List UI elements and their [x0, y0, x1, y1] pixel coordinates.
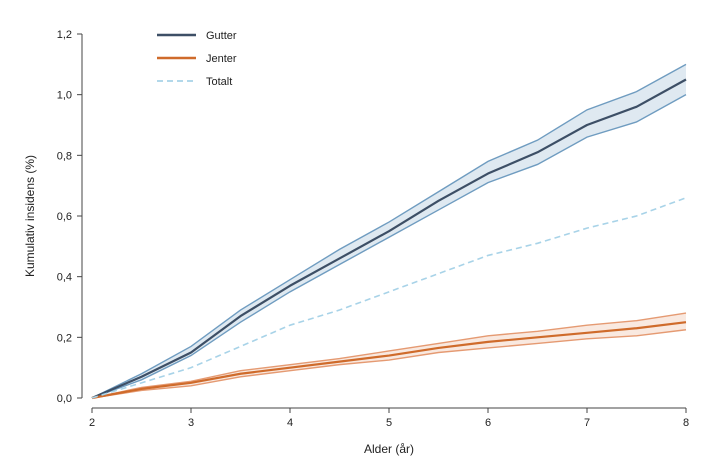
- x-tick-label: 2: [89, 417, 95, 429]
- band-upper-gutter: [91, 63, 687, 399]
- y-tick-label: 0,8: [57, 150, 72, 162]
- y-tick-label: 0,6: [57, 211, 72, 223]
- y-axis-ticks: 0,0 0,2 0,4 0,6 0,8 1,0 1,2: [57, 29, 82, 405]
- series-line-jenter: [91, 321, 687, 400]
- y-tick-label: 1,0: [57, 90, 72, 102]
- x-tick-label: 3: [188, 417, 194, 429]
- band-lower-gutter: [91, 94, 687, 399]
- y-tick-label: 0,0: [57, 393, 72, 405]
- x-tick-label: 5: [386, 417, 392, 429]
- x-tick-label: 7: [584, 417, 590, 429]
- band-upper-jenter: [91, 312, 687, 399]
- x-tick-label: 6: [485, 417, 491, 429]
- axes: 2 3 4 5 6 7 8 0,0 0,2 0,4 0,6 0,8 1,0 1,2: [57, 29, 689, 429]
- y-tick-label: 1,2: [57, 29, 72, 41]
- legend-label-totalt: Totalt: [206, 76, 232, 88]
- series-line-totalt: [91, 197, 687, 399]
- x-tick-label: 4: [287, 417, 293, 429]
- legend: Gutter Jenter Totalt: [157, 30, 237, 88]
- x-axis-ticks: 2 3 4 5 6 7 8: [89, 408, 689, 429]
- y-axis-title: Kumulativ insidens (%): [23, 155, 37, 277]
- legend-label-jenter: Jenter: [206, 53, 237, 65]
- band-lower-jenter: [91, 329, 687, 399]
- y-tick-label: 0,4: [57, 272, 72, 284]
- x-tick-label: 8: [683, 417, 689, 429]
- series-line-gutter: [91, 78, 687, 400]
- x-axis-title: Alder (år): [364, 442, 414, 456]
- series-lines: [91, 78, 687, 400]
- y-tick-label: 0,2: [57, 332, 72, 344]
- legend-label-gutter: Gutter: [206, 30, 237, 42]
